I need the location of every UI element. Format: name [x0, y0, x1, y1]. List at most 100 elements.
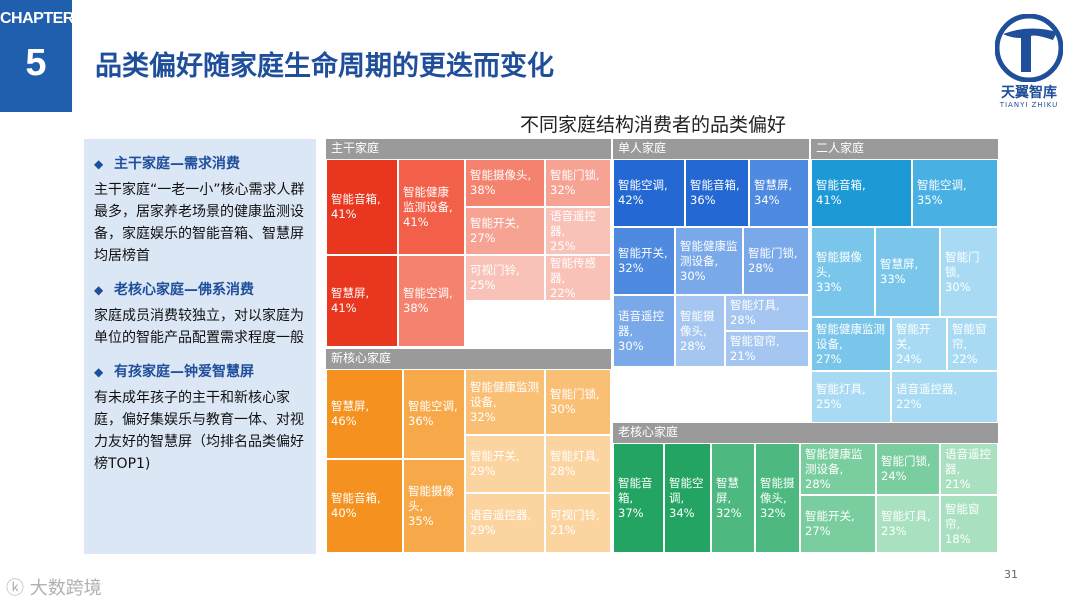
treemap-cell-value: 22%	[952, 351, 978, 366]
treemap-cell-label: 智能空调,	[917, 178, 967, 192]
treemap-cell-label: 可视门铃,	[550, 508, 600, 522]
insight-body: 主干家庭“一老一小”核心需求人群最多，居家养老场景的健康监测设备，家庭娱乐的智能…	[94, 182, 305, 264]
tianyi-logo: 天翼智库 TIANYI ZHIKU	[986, 10, 1072, 110]
treemap-cell: 智慧屏, 34%	[749, 159, 809, 227]
treemap-cell-label: 智能音箱,	[331, 192, 381, 206]
treemap-cell-value: 32%	[618, 261, 644, 275]
treemap-cell: 智能音箱, 36%	[685, 159, 749, 227]
treemap-cell-label: 智能门锁,	[881, 454, 931, 468]
treemap-cell: 智能摄像头, 38%	[465, 159, 545, 207]
treemap-cell-value: 30%	[550, 402, 576, 416]
treemap-cell-label: 智能音箱,	[618, 475, 653, 505]
chapter-label: CHAPTER	[0, 10, 74, 27]
insight-heading-text: 有孩家庭—钟爱智慧屏	[114, 364, 254, 380]
treemap-cell: 智能开关, 32%	[613, 227, 675, 295]
treemap-cell-label: 智慧屏,	[716, 475, 739, 505]
treemap-cell-label: 智能门锁,	[945, 249, 980, 279]
treemap-cell: 智慧屏, 32%	[711, 443, 755, 553]
treemap-cell-value: 42%	[618, 193, 644, 207]
treemap-cell: 智能传感器, 22%	[545, 255, 611, 301]
treemap-cell-value: 28%	[550, 464, 576, 478]
treemap-cell-value: 34%	[669, 505, 695, 520]
treemap-cell: 智能灯具, 28%	[725, 295, 809, 331]
chapter-badge: CHAPTER 5	[0, 0, 74, 112]
treemap-cell-label: 智能音箱,	[690, 178, 740, 192]
treemap-cell-label: 智能灯具,	[550, 449, 600, 463]
treemap-cell-value: 33%	[816, 279, 842, 294]
treemap-cell-value: 23%	[881, 524, 907, 538]
treemap-cell: 语音遥控器, 21%	[940, 443, 998, 495]
treemap-cell: 智能空调, 38%	[398, 255, 465, 347]
treemap-cell-value: 36%	[690, 193, 716, 207]
logo-text-en: TIANYI ZHIKU	[999, 101, 1059, 109]
treemap-cell-label: 智能健康监测设备,	[470, 379, 539, 409]
treemap-cell-value: 18%	[945, 531, 971, 546]
treemap-cell-label: 智能开关,	[805, 509, 855, 523]
treemap-cell: 智能门锁, 24%	[876, 443, 940, 495]
treemap-cell-label: 智能灯具,	[730, 298, 780, 312]
treemap-cell: 智能窗帘, 22%	[947, 317, 998, 371]
treemap-cell-value: 30%	[618, 338, 644, 353]
treemap-cell-label: 智能空调,	[618, 178, 668, 192]
treemap-cell-value: 32%	[760, 505, 786, 520]
treemap-cell-value: 28%	[680, 338, 706, 353]
treemap-cell-label: 智能健康监测设备,	[680, 238, 738, 268]
treemap-cell: 智慧屏, 46%	[326, 369, 403, 459]
treemap-cell-value: 25%	[550, 238, 576, 253]
treemap-cell-value: 25%	[470, 278, 496, 292]
treemap-cell-value: 46%	[331, 414, 357, 428]
treemap-cell-label: 智能空调,	[669, 475, 704, 505]
chapter-number: 5	[25, 42, 47, 84]
treemap-cell-value: 28%	[730, 313, 756, 327]
treemap-cell: 语音遥控器, 30%	[613, 295, 675, 367]
treemap-cell-label: 智能空调,	[408, 399, 458, 413]
treemap-cell: 智能摄像头, 28%	[675, 295, 725, 367]
treemap-cell-label: 语音遥控器,	[618, 308, 664, 338]
treemap-cell-value: 32%	[470, 409, 496, 424]
treemap-cell: 智能健康监测设备, 32%	[465, 369, 545, 435]
treemap-cell-label: 语音遥控器,	[896, 382, 958, 396]
watermark: ⓚ 大数跨境	[6, 574, 102, 600]
treemap-cell-value: 34%	[754, 193, 780, 207]
treemap-cell-value: 27%	[816, 351, 842, 366]
treemap-cell-label: 智能空调,	[403, 286, 453, 300]
treemap-cell: 智能空调, 42%	[613, 159, 685, 227]
treemap-cell: 语音遥控器, 25%	[545, 207, 611, 255]
treemap-cell-value: 30%	[945, 279, 971, 294]
treemap-cell-label: 智能开关,	[470, 216, 520, 230]
treemap-cell-label: 智能摄像头,	[816, 249, 862, 279]
insight-body: 家庭成员消费较独立，对以家庭为单位的智能产品配置需求程度一般	[94, 308, 304, 346]
treemap-cell-value: 35%	[917, 193, 943, 207]
page-number: 31	[1004, 568, 1018, 581]
watermark-logo-icon: ⓚ	[6, 578, 24, 599]
treemap-cell-label: 智能门锁,	[550, 168, 600, 182]
treemap-cell-value: 41%	[331, 301, 357, 315]
treemap-cell-value: 41%	[403, 214, 429, 229]
treemap-cell: 智能音箱, 37%	[613, 443, 664, 553]
treemap-cell: 可视门铃, 25%	[465, 255, 545, 301]
treemap-cell-label: 智能窗帘,	[730, 334, 780, 348]
treemap-cell-value: 29%	[470, 523, 496, 537]
treemap-cell: 智能空调, 34%	[664, 443, 711, 553]
treemap-cell-label: 智能摄像头,	[470, 168, 532, 182]
treemap-cell: 智能健康监测设备, 27%	[811, 317, 891, 371]
treemap-cell: 智能开关, 27%	[800, 495, 876, 553]
treemap-cell: 智慧屏, 41%	[326, 255, 398, 347]
logo-text-cn: 天翼智库	[1001, 85, 1057, 101]
treemap-cell-label: 智能健康监测设备,	[403, 184, 453, 214]
treemap-cell-label: 语音遥控器,	[550, 208, 596, 238]
insight-block: ◆ 老核心家庭—佛系消费 家庭成员消费较独立，对以家庭为单位的智能产品配置需求程度…	[94, 279, 306, 349]
page-title: 品类偏好随家庭生命周期的更迭而变化	[95, 51, 554, 82]
treemap-cell-label: 语音遥控器,	[945, 446, 991, 476]
treemap-cell-label: 智能窗帘,	[945, 501, 980, 531]
treemap-cell-value: 32%	[550, 183, 576, 197]
treemap-cell-label: 智能灯具,	[816, 382, 866, 396]
treemap-cell: 智能门锁, 30%	[545, 369, 611, 435]
chart-title: 不同家庭结构消费者的品类偏好	[520, 114, 787, 136]
treemap-cell-label: 智慧屏,	[331, 399, 370, 413]
treemap-cell: 智能门锁, 30%	[940, 227, 998, 317]
treemap-cell-value: 32%	[716, 505, 742, 520]
treemap-cell: 智能健康监测设备, 41%	[398, 159, 465, 255]
treemap-group-header: 单人家庭	[613, 139, 809, 159]
treemap-cell: 智能音箱, 40%	[326, 459, 403, 553]
